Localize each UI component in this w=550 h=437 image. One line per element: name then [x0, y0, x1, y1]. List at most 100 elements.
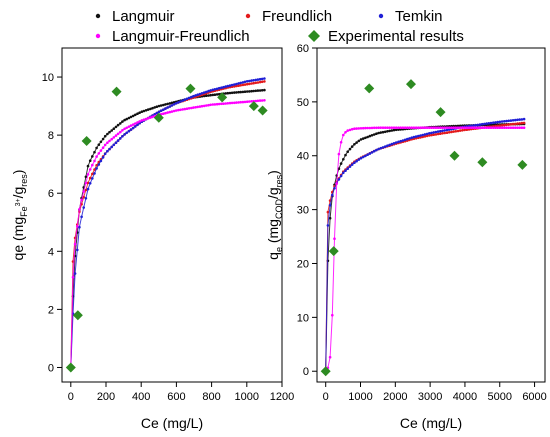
- curve-point-temkin: [112, 143, 116, 147]
- curve-point-langmuir: [136, 112, 139, 115]
- curve-point-langmuir-freundlich: [361, 126, 365, 130]
- curve-point-temkin: [106, 149, 109, 153]
- x-tick-label: 0: [68, 391, 74, 403]
- y-tick-label: 8: [48, 130, 54, 142]
- data-point-experimental-results: [435, 107, 446, 118]
- curve-point-langmuir: [359, 138, 363, 141]
- curve-point-temkin: [155, 111, 159, 115]
- curve-point-temkin: [401, 139, 405, 142]
- curve-point-temkin: [93, 172, 96, 175]
- curve-point-freundlich: [503, 123, 506, 127]
- x-tick-label: 1200: [270, 391, 294, 403]
- curve-point-langmuir: [364, 136, 367, 140]
- curve-point-langmuir-freundlich: [348, 128, 352, 132]
- curve-point-langmuir: [166, 102, 169, 106]
- curve-point-langmuir: [250, 89, 253, 93]
- curve-point-temkin: [410, 136, 414, 139]
- curve-point-langmuir-freundlich: [381, 126, 385, 129]
- curve-point-freundlich: [507, 123, 511, 126]
- curve-point-langmuir: [205, 94, 208, 97]
- curve-point-temkin: [159, 109, 163, 112]
- legend-label-experimental-results: Experimental results: [328, 28, 464, 45]
- curve-point-temkin: [168, 105, 172, 108]
- curve-point-langmuir-freundlich: [408, 126, 411, 129]
- curve-point-langmuir-freundlich: [399, 126, 403, 129]
- curve-point-freundlich: [434, 133, 438, 136]
- curve-point-langmuir-freundlich: [346, 129, 350, 132]
- curve-point-langmuir-freundlich: [73, 242, 77, 246]
- curve-point-langmuir-freundlich: [129, 124, 133, 127]
- curve-point-temkin: [423, 133, 427, 136]
- curve-point-temkin: [88, 182, 92, 185]
- curve-point-langmuir: [355, 141, 358, 144]
- curve-point-langmuir-freundlich: [123, 127, 126, 131]
- curve-point-langmuir: [361, 137, 365, 140]
- x-tick-label: 400: [132, 391, 150, 403]
- curve-point-temkin: [235, 82, 238, 86]
- curve-point-temkin: [496, 120, 500, 124]
- curve-point-langmuir-freundlich: [172, 109, 176, 113]
- curve-point-temkin: [243, 80, 247, 84]
- curve-point-langmuir-freundlich: [144, 117, 148, 121]
- curve-point-langmuir-freundlich: [196, 105, 199, 109]
- curve-point-langmuir: [226, 91, 230, 95]
- curve-point-temkin: [399, 139, 403, 143]
- curve-point-langmuir: [254, 89, 258, 93]
- curve-point-freundlich: [520, 121, 524, 125]
- curve-point-langmuir: [344, 153, 347, 157]
- curve-point-temkin: [213, 88, 217, 91]
- curve-point-langmuir-freundlich: [522, 126, 526, 129]
- curve-point-langmuir: [116, 123, 120, 127]
- curve-point-langmuir-freundlich: [452, 126, 455, 129]
- curve-point-langmuir-freundlich: [403, 126, 407, 129]
- curve-point-temkin: [375, 148, 378, 152]
- legend-marker-langmuir-freundlich: [95, 33, 101, 39]
- curve-point-langmuir-freundlich: [509, 126, 513, 129]
- curve-point-freundlich: [256, 81, 260, 84]
- curve-point-freundlich: [326, 210, 330, 214]
- curve-point-langmuir-freundlich: [454, 126, 458, 129]
- curve-point-temkin: [224, 85, 227, 88]
- curve-point-langmuir: [99, 140, 103, 144]
- y-tick-label: 10: [42, 72, 54, 84]
- curve-point-temkin: [377, 147, 380, 151]
- curve-point-langmuir-freundlich: [192, 106, 195, 109]
- curve-point-langmuir-freundlich: [149, 116, 152, 119]
- curve-point-langmuir-freundlich: [183, 107, 187, 111]
- y-axis-label-right: qe (mgCOD/gres): [265, 170, 284, 260]
- curve-point-temkin: [239, 81, 242, 85]
- curve-point-temkin: [202, 91, 206, 94]
- curve-point-langmuir-freundlich: [256, 99, 260, 103]
- curve-point-freundlich: [441, 132, 444, 135]
- curve-point-temkin: [177, 101, 180, 104]
- curve-point-freundlich: [93, 168, 96, 171]
- curve-point-freundlich: [428, 134, 431, 137]
- curve-point-temkin: [196, 93, 199, 96]
- curve-point-temkin: [95, 167, 98, 170]
- curve-point-temkin: [469, 124, 473, 128]
- curve-point-langmuir: [131, 114, 135, 118]
- curve-point-langmuir-freundlich: [364, 126, 367, 130]
- curve-point-temkin: [430, 131, 433, 135]
- curve-point-temkin: [498, 120, 502, 124]
- curve-point-temkin: [220, 86, 223, 89]
- curve-point-langmuir-freundlich: [164, 111, 167, 115]
- curve-point-langmuir-freundlich: [359, 127, 363, 130]
- y-tick-label: 40: [297, 151, 309, 163]
- curve-point-freundlich: [95, 164, 98, 167]
- x-tick-label: 3000: [418, 391, 442, 403]
- curve-point-langmuir-freundlich: [406, 126, 409, 129]
- curve-point-temkin: [505, 119, 508, 123]
- data-point-experimental-results: [153, 112, 164, 123]
- curve-point-langmuir-freundlich: [162, 112, 165, 115]
- series-langmuir-freundlich-left: [69, 99, 266, 369]
- curve-point-langmuir: [241, 90, 245, 94]
- curve-point-freundlich: [237, 84, 240, 87]
- curve-point-langmuir-freundlich: [331, 313, 334, 317]
- curve-point-temkin: [127, 129, 131, 133]
- curve-point-langmuir-freundlich: [469, 126, 473, 129]
- curve-point-temkin: [364, 154, 367, 158]
- y-tick-label: 50: [297, 97, 309, 109]
- series-experimental-results-left: [65, 83, 268, 373]
- curve-point-langmuir-freundlich: [177, 108, 180, 112]
